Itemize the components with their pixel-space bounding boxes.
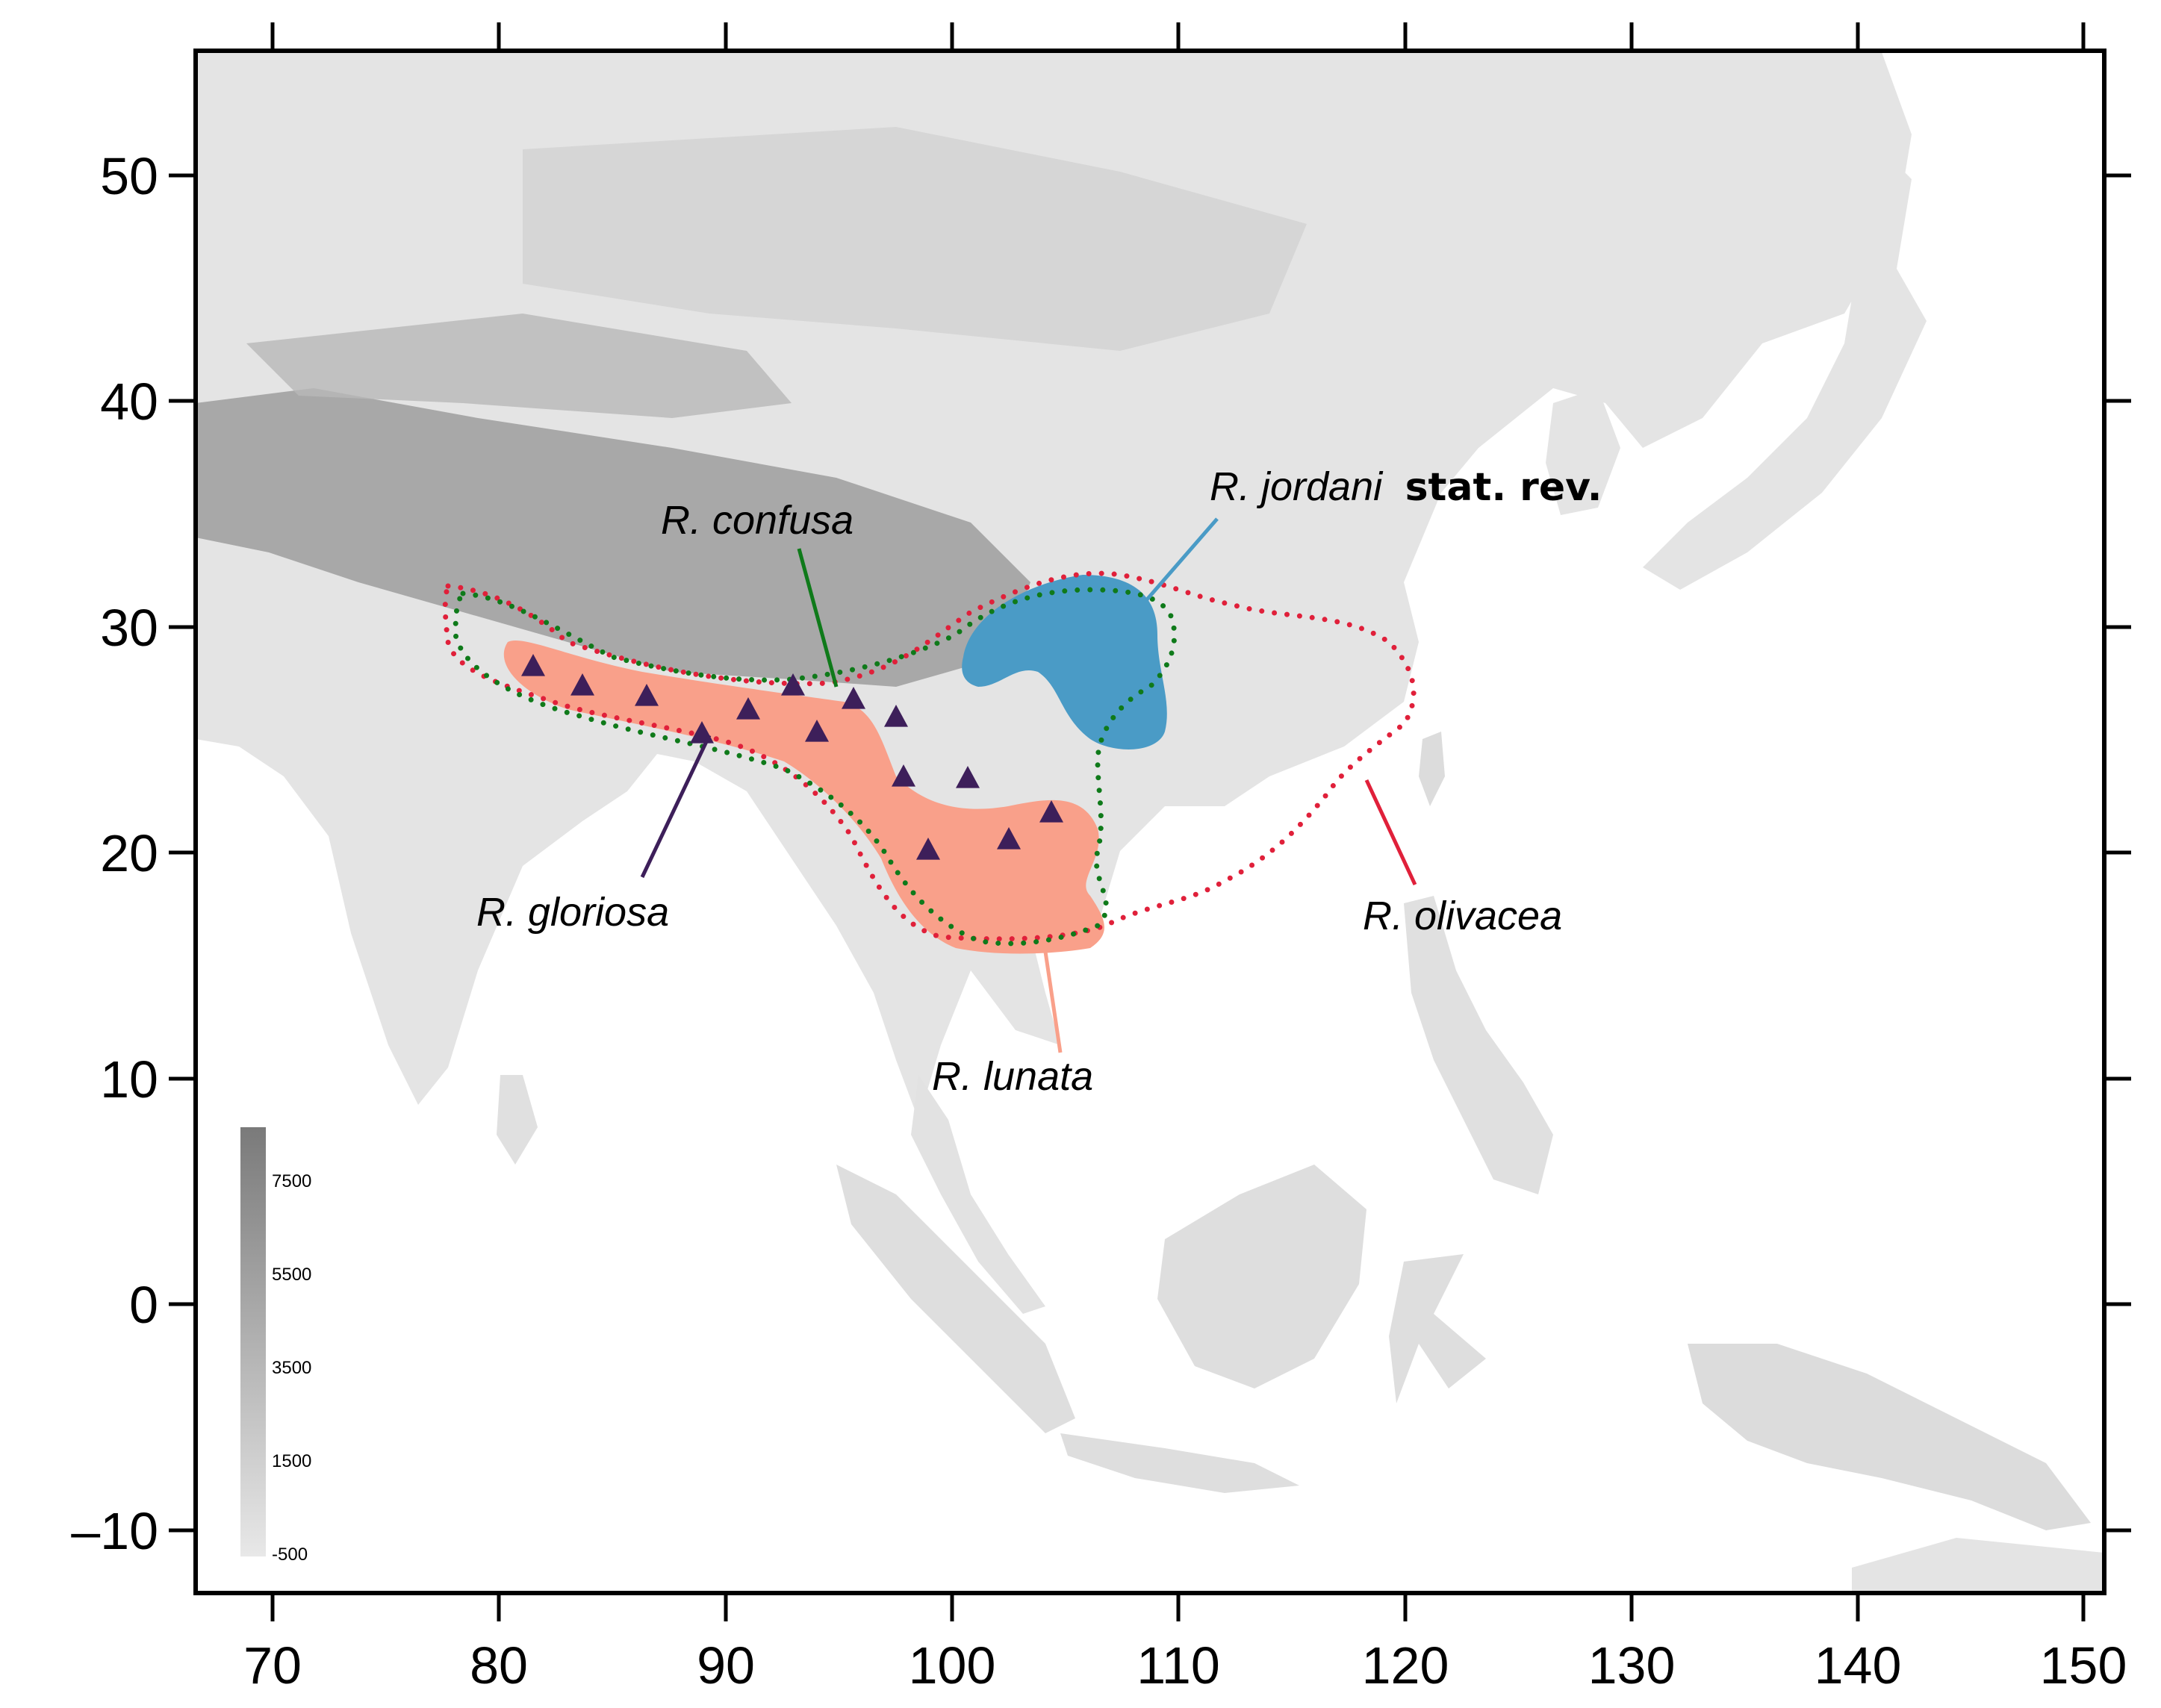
range-jordani — [962, 575, 1167, 749]
label-jordani-status: stat. rev. — [1405, 465, 1602, 510]
x-tick-label: 120 — [1362, 1636, 1449, 1695]
elevation-legend-tick: 7500 — [272, 1171, 311, 1191]
species-labels: R. confusa R. jordani stat. rev. R. glor… — [476, 464, 1602, 1099]
x-tick-label: 140 — [1815, 1636, 1902, 1695]
plot-frame — [193, 49, 2106, 1595]
landmass-srilanka — [497, 1075, 538, 1165]
leader-gloriosa — [640, 734, 712, 879]
label-gloriosa: R. gloriosa — [476, 890, 669, 935]
landmass-newguinea — [1688, 1344, 2091, 1530]
elevation-legend: 7500 5500 3500 1500 -500 — [240, 1127, 311, 1565]
y-tick-label: 40 — [100, 373, 158, 431]
mongolian-plateau — [523, 127, 1307, 351]
landmass-philippines — [1404, 896, 1553, 1194]
y-tick-label: –10 — [71, 1502, 158, 1560]
elevation-colorbar — [240, 1127, 266, 1556]
leader-olivacea — [1364, 779, 1417, 886]
leader-jordani — [1141, 517, 1219, 606]
gloriosa-occurrences — [521, 654, 1063, 860]
landmass-sulawesi — [1389, 1254, 1486, 1403]
gloriosa-triangle — [781, 673, 805, 696]
tarim-ranges — [246, 314, 792, 418]
species-ranges — [442, 570, 1417, 954]
gloriosa-triangle — [916, 838, 940, 860]
landmass-java — [1060, 1433, 1299, 1493]
range-lunata — [503, 640, 1104, 954]
gloriosa-triangle — [1039, 800, 1063, 823]
elevation-legend-tick: -500 — [272, 1545, 308, 1565]
x-tick-label: 150 — [2040, 1636, 2127, 1695]
elevation-legend-tick: 3500 — [272, 1358, 311, 1378]
leader-confusa — [797, 548, 839, 688]
y-tick-label: 10 — [100, 1050, 158, 1109]
gloriosa-triangle — [805, 720, 829, 742]
landmass-sumatra — [836, 1165, 1075, 1433]
landmass-japan — [1643, 134, 1927, 590]
label-jordani: R. jordani — [1210, 464, 1384, 509]
gloriosa-triangle — [736, 697, 760, 720]
x-tick-label: 110 — [1137, 1636, 1220, 1695]
gloriosa-triangle — [521, 654, 545, 676]
landmass-malay-peninsula — [911, 1075, 1045, 1314]
gloriosa-triangle — [842, 687, 865, 709]
y-tick-label: 20 — [100, 824, 158, 882]
x-tick-label: 90 — [697, 1636, 755, 1695]
y-tick-label: 0 — [129, 1276, 158, 1334]
x-tick-label: 130 — [1588, 1636, 1676, 1695]
gloriosa-triangle — [997, 827, 1021, 850]
gloriosa-triangle — [892, 764, 915, 787]
label-jordani-group: R. jordani stat. rev. — [1210, 464, 1602, 510]
landmass-borneo — [1157, 1165, 1366, 1388]
x-tick-label: 100 — [909, 1636, 996, 1695]
label-olivacea: R. olivacea — [1363, 894, 1562, 938]
landmass-australia — [1852, 1538, 2104, 1593]
leader-lines — [640, 517, 1417, 1053]
gloriosa-triangle — [635, 684, 659, 706]
landmass-korea — [1546, 388, 1620, 515]
elevation-legend-tick: 5500 — [272, 1265, 311, 1285]
landmass-taiwan — [1419, 732, 1445, 806]
gloriosa-triangle — [956, 766, 980, 788]
leader-lunata — [1043, 951, 1063, 1053]
gloriosa-triangle — [884, 705, 908, 727]
elevation-legend-ticks: 7500 5500 3500 1500 -500 — [272, 1171, 311, 1565]
y-tick-label: 50 — [100, 147, 158, 205]
y-tick-label: 30 — [100, 599, 158, 657]
x-tick-label: 70 — [243, 1636, 302, 1695]
basemap — [196, 52, 2104, 1593]
tibetan-plateau — [196, 388, 1030, 687]
label-confusa: R. confusa — [661, 498, 853, 543]
x-tick-label: 80 — [470, 1636, 528, 1695]
gloriosa-triangle — [570, 673, 594, 696]
elevation-legend-tick: 1500 — [272, 1451, 311, 1471]
label-lunata: R. lunata — [932, 1054, 1093, 1099]
